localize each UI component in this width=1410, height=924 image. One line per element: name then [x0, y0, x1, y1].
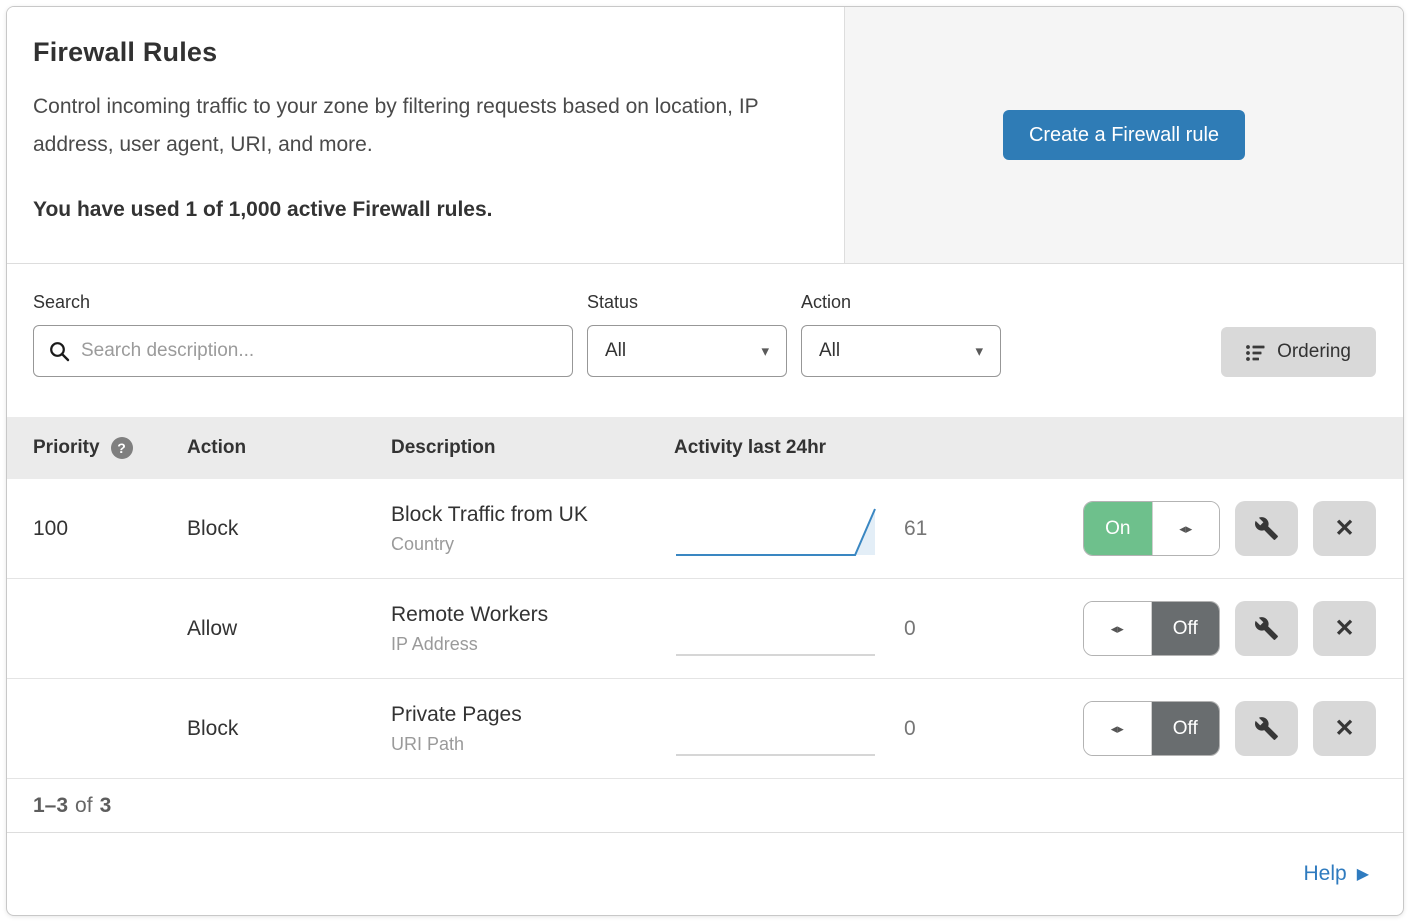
activity-count: 0	[904, 616, 916, 640]
rule-activity-cell: 0 Off ◂▸ ✕	[674, 700, 1403, 758]
page-title: Firewall Rules	[33, 37, 218, 67]
status-select[interactable]: All ▾	[587, 325, 787, 377]
action-selected-value: All	[819, 340, 841, 361]
column-header-priority: Priority ?	[7, 437, 187, 459]
toggle-drag-handle-icon: ◂▸	[1151, 502, 1219, 555]
delete-rule-button[interactable]: ✕	[1313, 701, 1376, 756]
rule-action: Block	[187, 516, 239, 540]
close-icon: ✕	[1334, 615, 1355, 642]
rule-name: Remote Workers	[391, 602, 549, 626]
search-filter-group: Search	[33, 292, 573, 377]
rule-description-cell: Remote Workers IP Address	[391, 603, 674, 655]
header-text-block: Firewall Rules Control incoming traffic …	[7, 7, 845, 263]
rule-action: Block	[187, 716, 239, 740]
toggle-state-label: Off	[1151, 602, 1219, 655]
ordering-button-label: Ordering	[1277, 341, 1351, 362]
status-filter-group: Status All ▾	[587, 292, 787, 377]
column-header-action: Action	[187, 437, 247, 458]
toggle-state-label: Off	[1151, 702, 1219, 755]
status-label: Status	[587, 292, 639, 312]
close-icon: ✕	[1334, 715, 1355, 742]
table-header: Priority ? Action Description Activity l…	[7, 417, 1403, 479]
table-row: Block Private Pages URI Path 0 Off ◂▸ ✕	[7, 679, 1403, 779]
action-filter-group: Action All ▾	[801, 292, 1001, 377]
pagination-range: 1–3	[33, 793, 69, 817]
rule-priority: 100	[33, 516, 69, 540]
pagination-total: 3	[99, 793, 112, 817]
footer-bar: Help ▶	[7, 833, 1403, 915]
rule-action: Allow	[187, 616, 238, 640]
wrench-icon	[1254, 616, 1279, 641]
rule-enabled-toggle[interactable]: Off ◂▸	[1083, 701, 1220, 756]
activity-count: 0	[904, 716, 916, 740]
firewall-rules-card: Firewall Rules Control incoming traffic …	[6, 6, 1404, 916]
rule-description-cell: Block Traffic from UK Country	[391, 503, 674, 555]
toggle-drag-handle-icon: ◂▸	[1084, 702, 1152, 755]
rule-name: Private Pages	[391, 702, 522, 726]
rule-controls: Off ◂▸ ✕	[1083, 701, 1403, 756]
rule-enabled-toggle[interactable]: Off ◂▸	[1083, 601, 1220, 656]
search-box	[33, 325, 573, 377]
page-description: Control incoming traffic to your zone by…	[33, 95, 759, 157]
create-firewall-rule-button[interactable]: Create a Firewall rule	[1002, 110, 1246, 160]
rule-match-type: IP Address	[391, 633, 478, 654]
search-label: Search	[33, 292, 91, 312]
rule-match-type: URI Path	[391, 733, 465, 754]
priority-help-icon[interactable]: ?	[110, 437, 133, 459]
search-icon	[49, 341, 70, 362]
help-link[interactable]: Help ▶	[1303, 862, 1369, 886]
rule-controls: Off ◂▸ ✕	[1083, 601, 1403, 656]
rule-description-cell: Private Pages URI Path	[391, 703, 674, 755]
activity-sparkline	[676, 753, 875, 756]
column-header-description: Description	[391, 437, 496, 458]
close-icon: ✕	[1334, 515, 1355, 542]
activity-count: 61	[904, 516, 928, 540]
chevron-down-icon: ▾	[975, 343, 983, 360]
edit-rule-button[interactable]	[1235, 701, 1298, 756]
priority-header-label: Priority	[33, 437, 100, 458]
wrench-icon	[1254, 716, 1279, 741]
edit-rule-button[interactable]	[1235, 501, 1298, 556]
usage-summary: You have used 1 of 1,000 active Firewall…	[33, 198, 493, 222]
rule-enabled-toggle[interactable]: On ◂▸	[1083, 501, 1220, 556]
column-header-activity: Activity last 24hr	[674, 437, 827, 458]
header-section: Firewall Rules Control incoming traffic …	[7, 7, 1403, 264]
rule-activity-cell: 61 On ◂▸ ✕	[674, 500, 1403, 558]
delete-rule-button[interactable]: ✕	[1313, 501, 1376, 556]
action-label: Action	[801, 292, 852, 312]
ordering-button[interactable]: Ordering	[1221, 327, 1376, 377]
toggle-drag-handle-icon: ◂▸	[1084, 602, 1152, 655]
chevron-down-icon: ▾	[761, 343, 769, 360]
activity-sparkline	[676, 508, 876, 556]
pagination-of: of	[75, 793, 93, 817]
table-row: Allow Remote Workers IP Address 0 Off ◂▸…	[7, 579, 1403, 679]
list-ordering-icon	[1246, 344, 1265, 361]
status-selected-value: All	[605, 340, 627, 361]
pagination-bar: 1–3 of 3	[7, 779, 1403, 833]
search-input[interactable]	[81, 340, 557, 362]
header-action-panel: Create a Firewall rule	[845, 7, 1403, 263]
table-row: 100 Block Block Traffic from UK Country …	[7, 479, 1403, 579]
wrench-icon	[1254, 516, 1279, 541]
activity-sparkline	[676, 653, 875, 656]
help-link-label: Help	[1303, 862, 1347, 885]
rule-match-type: Country	[391, 533, 455, 554]
rule-activity-cell: 0 Off ◂▸ ✕	[674, 600, 1403, 658]
edit-rule-button[interactable]	[1235, 601, 1298, 656]
arrow-right-icon: ▶	[1356, 866, 1369, 883]
toggle-state-label: On	[1084, 502, 1152, 555]
rule-name: Block Traffic from UK	[391, 502, 588, 526]
action-select[interactable]: All ▾	[801, 325, 1001, 377]
rule-controls: On ◂▸ ✕	[1083, 501, 1403, 556]
filters-bar: Search Status All ▾ Action All ▾	[7, 264, 1403, 417]
delete-rule-button[interactable]: ✕	[1313, 601, 1376, 656]
